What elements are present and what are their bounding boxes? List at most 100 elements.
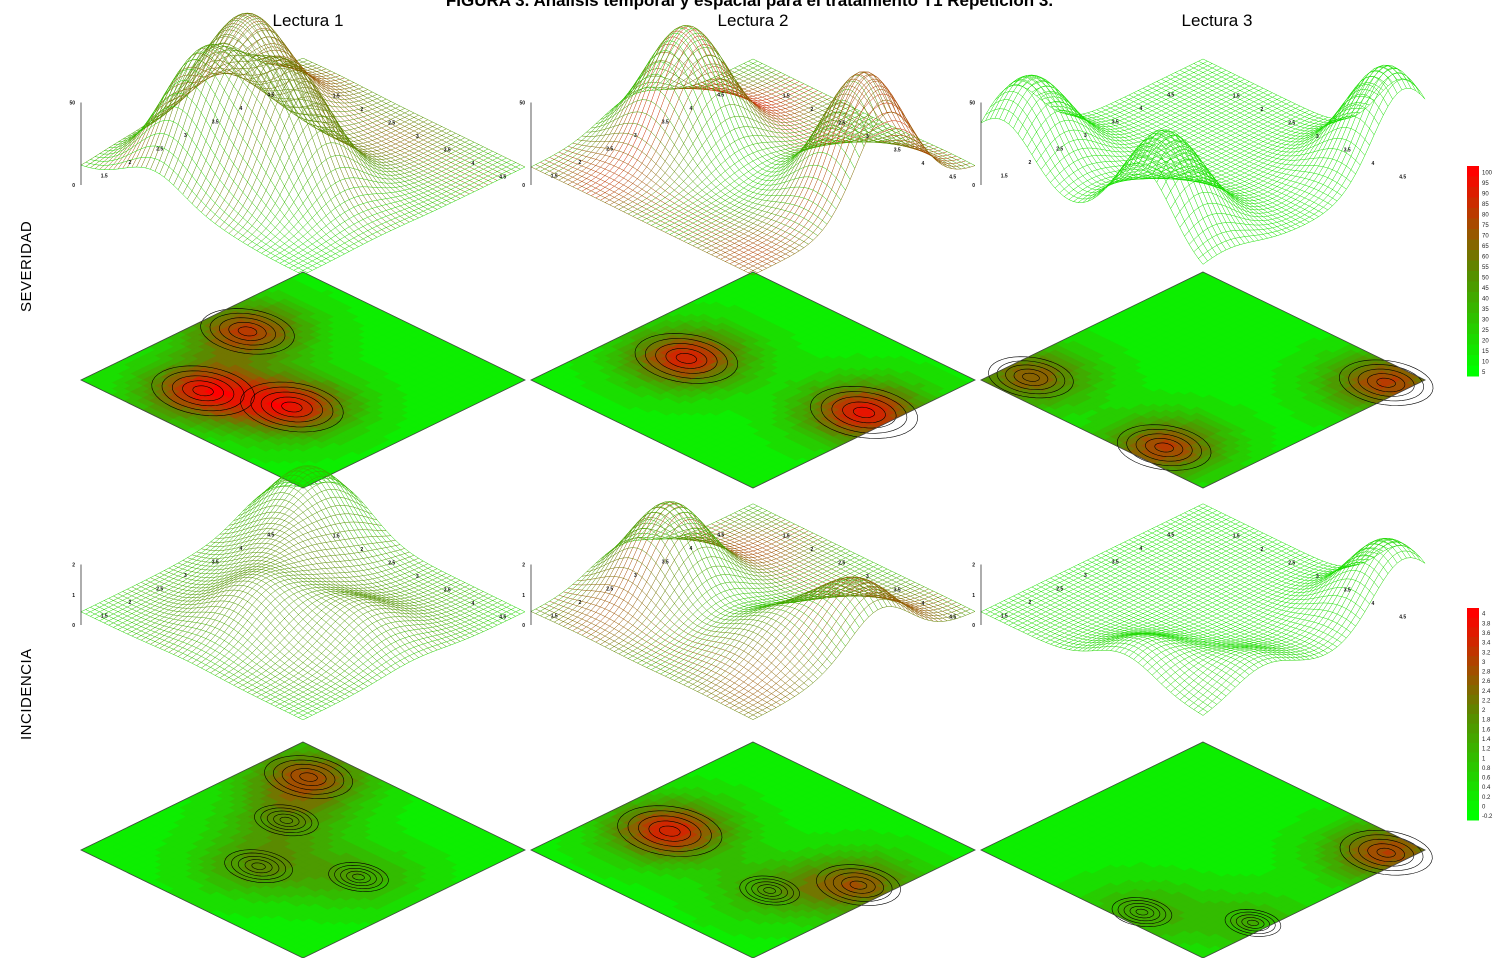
surface-gridline	[86, 157, 308, 272]
colorbar-swatch	[1467, 303, 1479, 314]
surface-gridline	[702, 103, 924, 250]
colorbar-tick-label: 45	[1482, 286, 1489, 292]
surface-gridline	[545, 66, 767, 174]
surface-gridline	[1120, 99, 1342, 195]
colorbar-tick-label: 30	[1482, 317, 1489, 323]
axis-tick-label: 4	[1372, 161, 1375, 167]
axis-tick-label: 2.5	[838, 121, 845, 127]
colorbar-tick-label: 10	[1482, 359, 1489, 365]
axis-tick-label: 2	[811, 107, 814, 113]
surface-gridline	[656, 47, 878, 156]
axis-tick-label: 1.5	[551, 174, 558, 180]
surface-gridline	[197, 56, 419, 208]
z-tick-label: 50	[519, 101, 525, 107]
colorbar-swatch	[1467, 219, 1479, 230]
surface-severidad-1: 0501.51.5222.52.53 33.53.5444.54.5	[69, 13, 525, 275]
z-tick-label: 50	[969, 101, 975, 107]
surface-gridline	[1189, 66, 1411, 125]
colorbar-tick-label: 5	[1482, 370, 1486, 376]
surface-gridline	[600, 45, 822, 201]
surface-gridline	[132, 47, 354, 249]
axis-tick-label: 2.5	[388, 121, 395, 127]
colorbar-tick-label: 70	[1482, 233, 1489, 239]
axis-tick-label: 2.5	[606, 147, 613, 153]
surface-gridline	[995, 66, 1217, 120]
axis-tick-label: 4.5	[717, 93, 724, 99]
axis-tick-label: 1.5	[783, 94, 790, 100]
colorbar-swatch	[1467, 198, 1479, 209]
colorbar-tick-label: 100	[1482, 170, 1493, 176]
surface-gridline	[647, 115, 869, 223]
axis-tick-label: 3	[1084, 133, 1087, 139]
axis-tick-label: 3	[184, 133, 187, 139]
axis-tick-label: 3	[416, 134, 419, 140]
surface-gridline	[1194, 73, 1416, 252]
axis-tick-label: 1.5	[1233, 94, 1240, 100]
colorbar-tick-label: 85	[1482, 202, 1489, 208]
surface-gridline	[1138, 90, 1360, 165]
surface-gridline	[540, 162, 762, 270]
colorbar-swatch	[1467, 250, 1479, 261]
surface-gridline	[725, 72, 947, 167]
contour-map-severidad-2	[531, 272, 975, 488]
axis-tick-label: 4	[690, 106, 693, 112]
axis-tick-label: 4.5	[949, 175, 956, 181]
axis-tick-label: 3.5	[1112, 120, 1119, 126]
colorbar-swatch	[1467, 313, 1479, 324]
surface-gridline	[739, 81, 961, 268]
z-tick-label: 0	[72, 183, 75, 189]
surface-gridline	[1097, 110, 1319, 217]
surface-gridline	[550, 157, 772, 266]
colorbar-swatch	[1467, 208, 1479, 219]
axis-tick-label: 2	[1261, 107, 1264, 113]
colorbar-tick-label: 15	[1482, 349, 1489, 355]
surface-gridline	[1004, 70, 1226, 124]
surface-gridline	[257, 144, 479, 250]
axis-tick-label: 3.5	[662, 120, 669, 126]
colorbar-swatch	[1467, 345, 1479, 356]
axis-tick-label: 4	[1140, 106, 1143, 112]
contour-map-incidencia-1	[81, 742, 525, 958]
surface-gridline	[990, 64, 1212, 119]
surface-gridline	[109, 93, 331, 261]
surface-gridline	[238, 30, 460, 199]
surface-gridline	[187, 52, 409, 222]
colorbar-swatch	[1467, 355, 1479, 366]
axis-tick-label: 1.5	[333, 94, 340, 100]
axis-tick-label: 3	[866, 134, 869, 140]
colorbar-swatch	[1467, 229, 1479, 240]
surface-gridline	[298, 60, 520, 169]
axis-tick-label: 3.5	[894, 148, 901, 154]
colorbar-swatch	[1467, 324, 1479, 335]
colorbar-tick-label: 80	[1482, 212, 1489, 218]
surface-gridline	[587, 123, 809, 244]
colorbar-tick-label: 35	[1482, 307, 1489, 313]
surface-gridline	[545, 160, 767, 268]
surface-gridline	[633, 25, 855, 172]
colorbar-swatch	[1467, 177, 1479, 188]
colorbar-swatch	[1467, 261, 1479, 272]
surface-gridline	[174, 71, 396, 229]
axis-tick-label: 2.5	[1288, 121, 1295, 127]
surface-gridline	[146, 46, 368, 242]
surface-gridline	[981, 118, 1203, 264]
colorbar-tick-label: 65	[1482, 244, 1489, 250]
colorbar-swatch	[1467, 366, 1479, 377]
colorbar-swatch	[1467, 240, 1479, 251]
colorbar-swatch	[1467, 292, 1479, 303]
surface-gridline	[1180, 65, 1402, 227]
axis-tick-label: 2	[129, 160, 132, 166]
colorbar-swatch	[1467, 334, 1479, 345]
axis-tick-label: 2	[579, 160, 582, 166]
axis-tick-label: 3	[634, 133, 637, 139]
surface-gridline	[201, 57, 423, 213]
z-tick-label: 0	[972, 183, 975, 189]
z-tick-label: 0	[522, 183, 525, 189]
surface-gridline	[531, 167, 753, 275]
axis-tick-label: 4	[240, 106, 243, 112]
colorbar-swatch	[1467, 187, 1479, 198]
surface-gridline	[725, 72, 947, 262]
surface-gridline	[624, 104, 846, 212]
colorbar-tick-label: 40	[1482, 296, 1489, 302]
